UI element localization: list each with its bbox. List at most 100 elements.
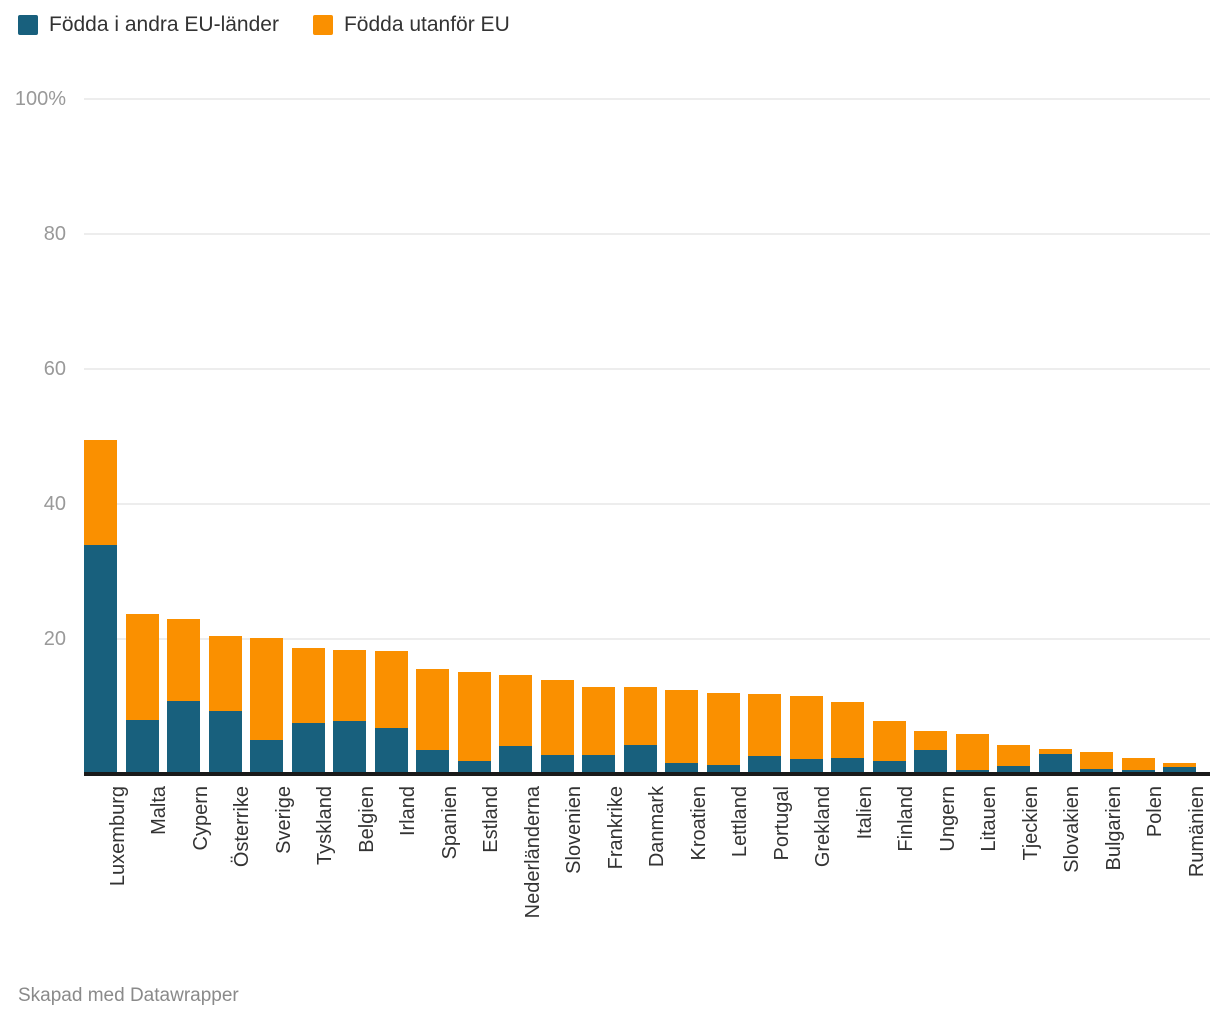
bar-segment-non-eu[interactable] bbox=[1121, 757, 1155, 770]
bar-segment-non-eu[interactable] bbox=[872, 721, 906, 761]
bar-group[interactable] bbox=[872, 99, 906, 774]
bar-group[interactable] bbox=[623, 99, 657, 774]
bar-group[interactable] bbox=[208, 99, 242, 774]
bar-segment-eu[interactable] bbox=[955, 769, 989, 774]
bar-segment-eu[interactable] bbox=[416, 749, 449, 774]
bar-group[interactable] bbox=[1121, 99, 1155, 774]
x-axis-tick-label: Portugal bbox=[770, 786, 793, 861]
bar-group[interactable] bbox=[1163, 99, 1196, 774]
bar-group[interactable] bbox=[582, 99, 615, 774]
bar-group[interactable] bbox=[499, 99, 532, 774]
bar-segment-non-eu[interactable] bbox=[748, 694, 781, 757]
bar-segment-non-eu[interactable] bbox=[1163, 763, 1196, 768]
bar-segment-non-eu[interactable] bbox=[250, 638, 283, 740]
chart-credit: Skapad med Datawrapper bbox=[18, 985, 239, 1006]
bar-segment-eu[interactable] bbox=[333, 720, 366, 774]
bar-segment-non-eu[interactable] bbox=[499, 675, 532, 747]
bar-segment-non-eu[interactable] bbox=[831, 702, 864, 758]
bar-segment-eu[interactable] bbox=[1121, 769, 1155, 774]
bar-segment-eu[interactable] bbox=[582, 755, 615, 774]
bar-group[interactable] bbox=[125, 99, 159, 774]
bar-group[interactable] bbox=[955, 99, 989, 774]
x-axis-tick-label: Österrike bbox=[231, 786, 253, 868]
bar-segment-non-eu[interactable] bbox=[333, 649, 366, 721]
bar-group[interactable] bbox=[416, 99, 449, 774]
x-axis-tick-label: Rumänien bbox=[1185, 786, 1208, 878]
bar-segment-non-eu[interactable] bbox=[167, 618, 200, 702]
bar-group[interactable] bbox=[540, 99, 574, 774]
bar-segment-non-eu[interactable] bbox=[623, 686, 657, 745]
bar-segment-non-eu[interactable] bbox=[665, 690, 698, 763]
bar-segment-eu[interactable] bbox=[374, 728, 408, 774]
legend-item-eu[interactable]: Födda i andra EU-länder bbox=[18, 14, 279, 35]
bar-group[interactable] bbox=[706, 99, 740, 774]
x-axis-tick-label: Irland bbox=[397, 786, 419, 837]
bar-segment-non-eu[interactable] bbox=[1080, 751, 1113, 770]
bar-segment-eu[interactable] bbox=[84, 545, 117, 774]
bar-segment-non-eu[interactable] bbox=[125, 614, 159, 720]
bar-segment-non-eu[interactable] bbox=[582, 686, 615, 756]
legend-item-non-eu[interactable]: Födda utanför EU bbox=[312, 14, 510, 35]
bar-group[interactable] bbox=[457, 99, 491, 774]
bar-group[interactable] bbox=[374, 99, 408, 774]
bar-segment-eu[interactable] bbox=[706, 765, 740, 774]
y-axis-tick-label: 100% bbox=[14, 88, 66, 110]
gridline-20 bbox=[84, 638, 1210, 640]
bar-segment-eu[interactable] bbox=[831, 757, 864, 774]
bar-segment-non-eu[interactable] bbox=[291, 648, 325, 723]
bar-segment-non-eu[interactable] bbox=[416, 668, 449, 750]
bar-segment-eu[interactable] bbox=[914, 750, 947, 774]
bar-segment-non-eu[interactable] bbox=[208, 636, 242, 711]
y-axis-tick-label: 40 bbox=[43, 493, 66, 515]
bar-segment-non-eu[interactable] bbox=[1038, 749, 1072, 754]
bar-segment-non-eu[interactable] bbox=[789, 695, 823, 760]
bar-group[interactable] bbox=[997, 99, 1030, 774]
bar-group[interactable] bbox=[789, 99, 823, 774]
bar-segment-eu[interactable] bbox=[1080, 769, 1113, 774]
bar-segment-non-eu[interactable] bbox=[955, 734, 989, 770]
bar-segment-eu[interactable] bbox=[125, 720, 159, 774]
bar-group[interactable] bbox=[333, 99, 366, 774]
gridline-40 bbox=[84, 503, 1210, 505]
bar-segment-eu[interactable] bbox=[748, 756, 781, 774]
bar-group[interactable] bbox=[167, 99, 200, 774]
bar-segment-non-eu[interactable] bbox=[997, 744, 1030, 766]
bar-segment-eu[interactable] bbox=[665, 762, 698, 774]
bar-segment-eu[interactable] bbox=[208, 710, 242, 774]
bar-segment-eu[interactable] bbox=[1163, 767, 1196, 774]
bar-segment-non-eu[interactable] bbox=[914, 730, 947, 751]
bar-group[interactable] bbox=[1080, 99, 1113, 774]
bar-segment-non-eu[interactable] bbox=[457, 672, 491, 761]
x-axis-tick-label: Slovenien bbox=[563, 786, 585, 874]
bar-segment-non-eu[interactable] bbox=[706, 693, 740, 766]
bar-group[interactable] bbox=[250, 99, 283, 774]
bar-segment-eu[interactable] bbox=[167, 701, 200, 774]
bar-group[interactable] bbox=[831, 99, 864, 774]
x-axis-tick-label: Polen bbox=[1144, 786, 1166, 838]
bar-segment-non-eu[interactable] bbox=[540, 679, 574, 756]
bar-segment-eu[interactable] bbox=[540, 755, 574, 774]
bar-group[interactable] bbox=[291, 99, 325, 774]
y-axis-tick-label: 80 bbox=[43, 223, 66, 245]
bar-segment-eu[interactable] bbox=[499, 746, 532, 774]
bar-segment-eu[interactable] bbox=[872, 760, 906, 774]
bar-segment-eu[interactable] bbox=[250, 739, 283, 774]
bar-segment-eu[interactable] bbox=[1038, 753, 1072, 774]
bar-segment-eu[interactable] bbox=[291, 722, 325, 774]
bar-segment-eu[interactable] bbox=[789, 759, 823, 774]
bar-segment-eu[interactable] bbox=[997, 765, 1030, 774]
bar-segment-non-eu[interactable] bbox=[84, 439, 117, 546]
x-axis-tick-label: Sverige bbox=[272, 786, 295, 854]
legend-item-label: Födda i andra EU-länder bbox=[49, 13, 279, 36]
bar-group[interactable] bbox=[748, 99, 781, 774]
bar-segment-eu[interactable] bbox=[457, 760, 491, 774]
bar-group[interactable] bbox=[665, 99, 698, 774]
bar-segment-eu[interactable] bbox=[623, 744, 657, 774]
bar-group[interactable] bbox=[914, 99, 947, 774]
bar-group[interactable] bbox=[84, 99, 117, 774]
chart-legend: Födda i andra EU-länder Födda utanför EU bbox=[18, 14, 544, 35]
x-axis-tick-label: Bulgarien bbox=[1102, 786, 1125, 871]
bar-group[interactable] bbox=[1038, 99, 1072, 774]
bar-segment-non-eu[interactable] bbox=[374, 651, 408, 729]
